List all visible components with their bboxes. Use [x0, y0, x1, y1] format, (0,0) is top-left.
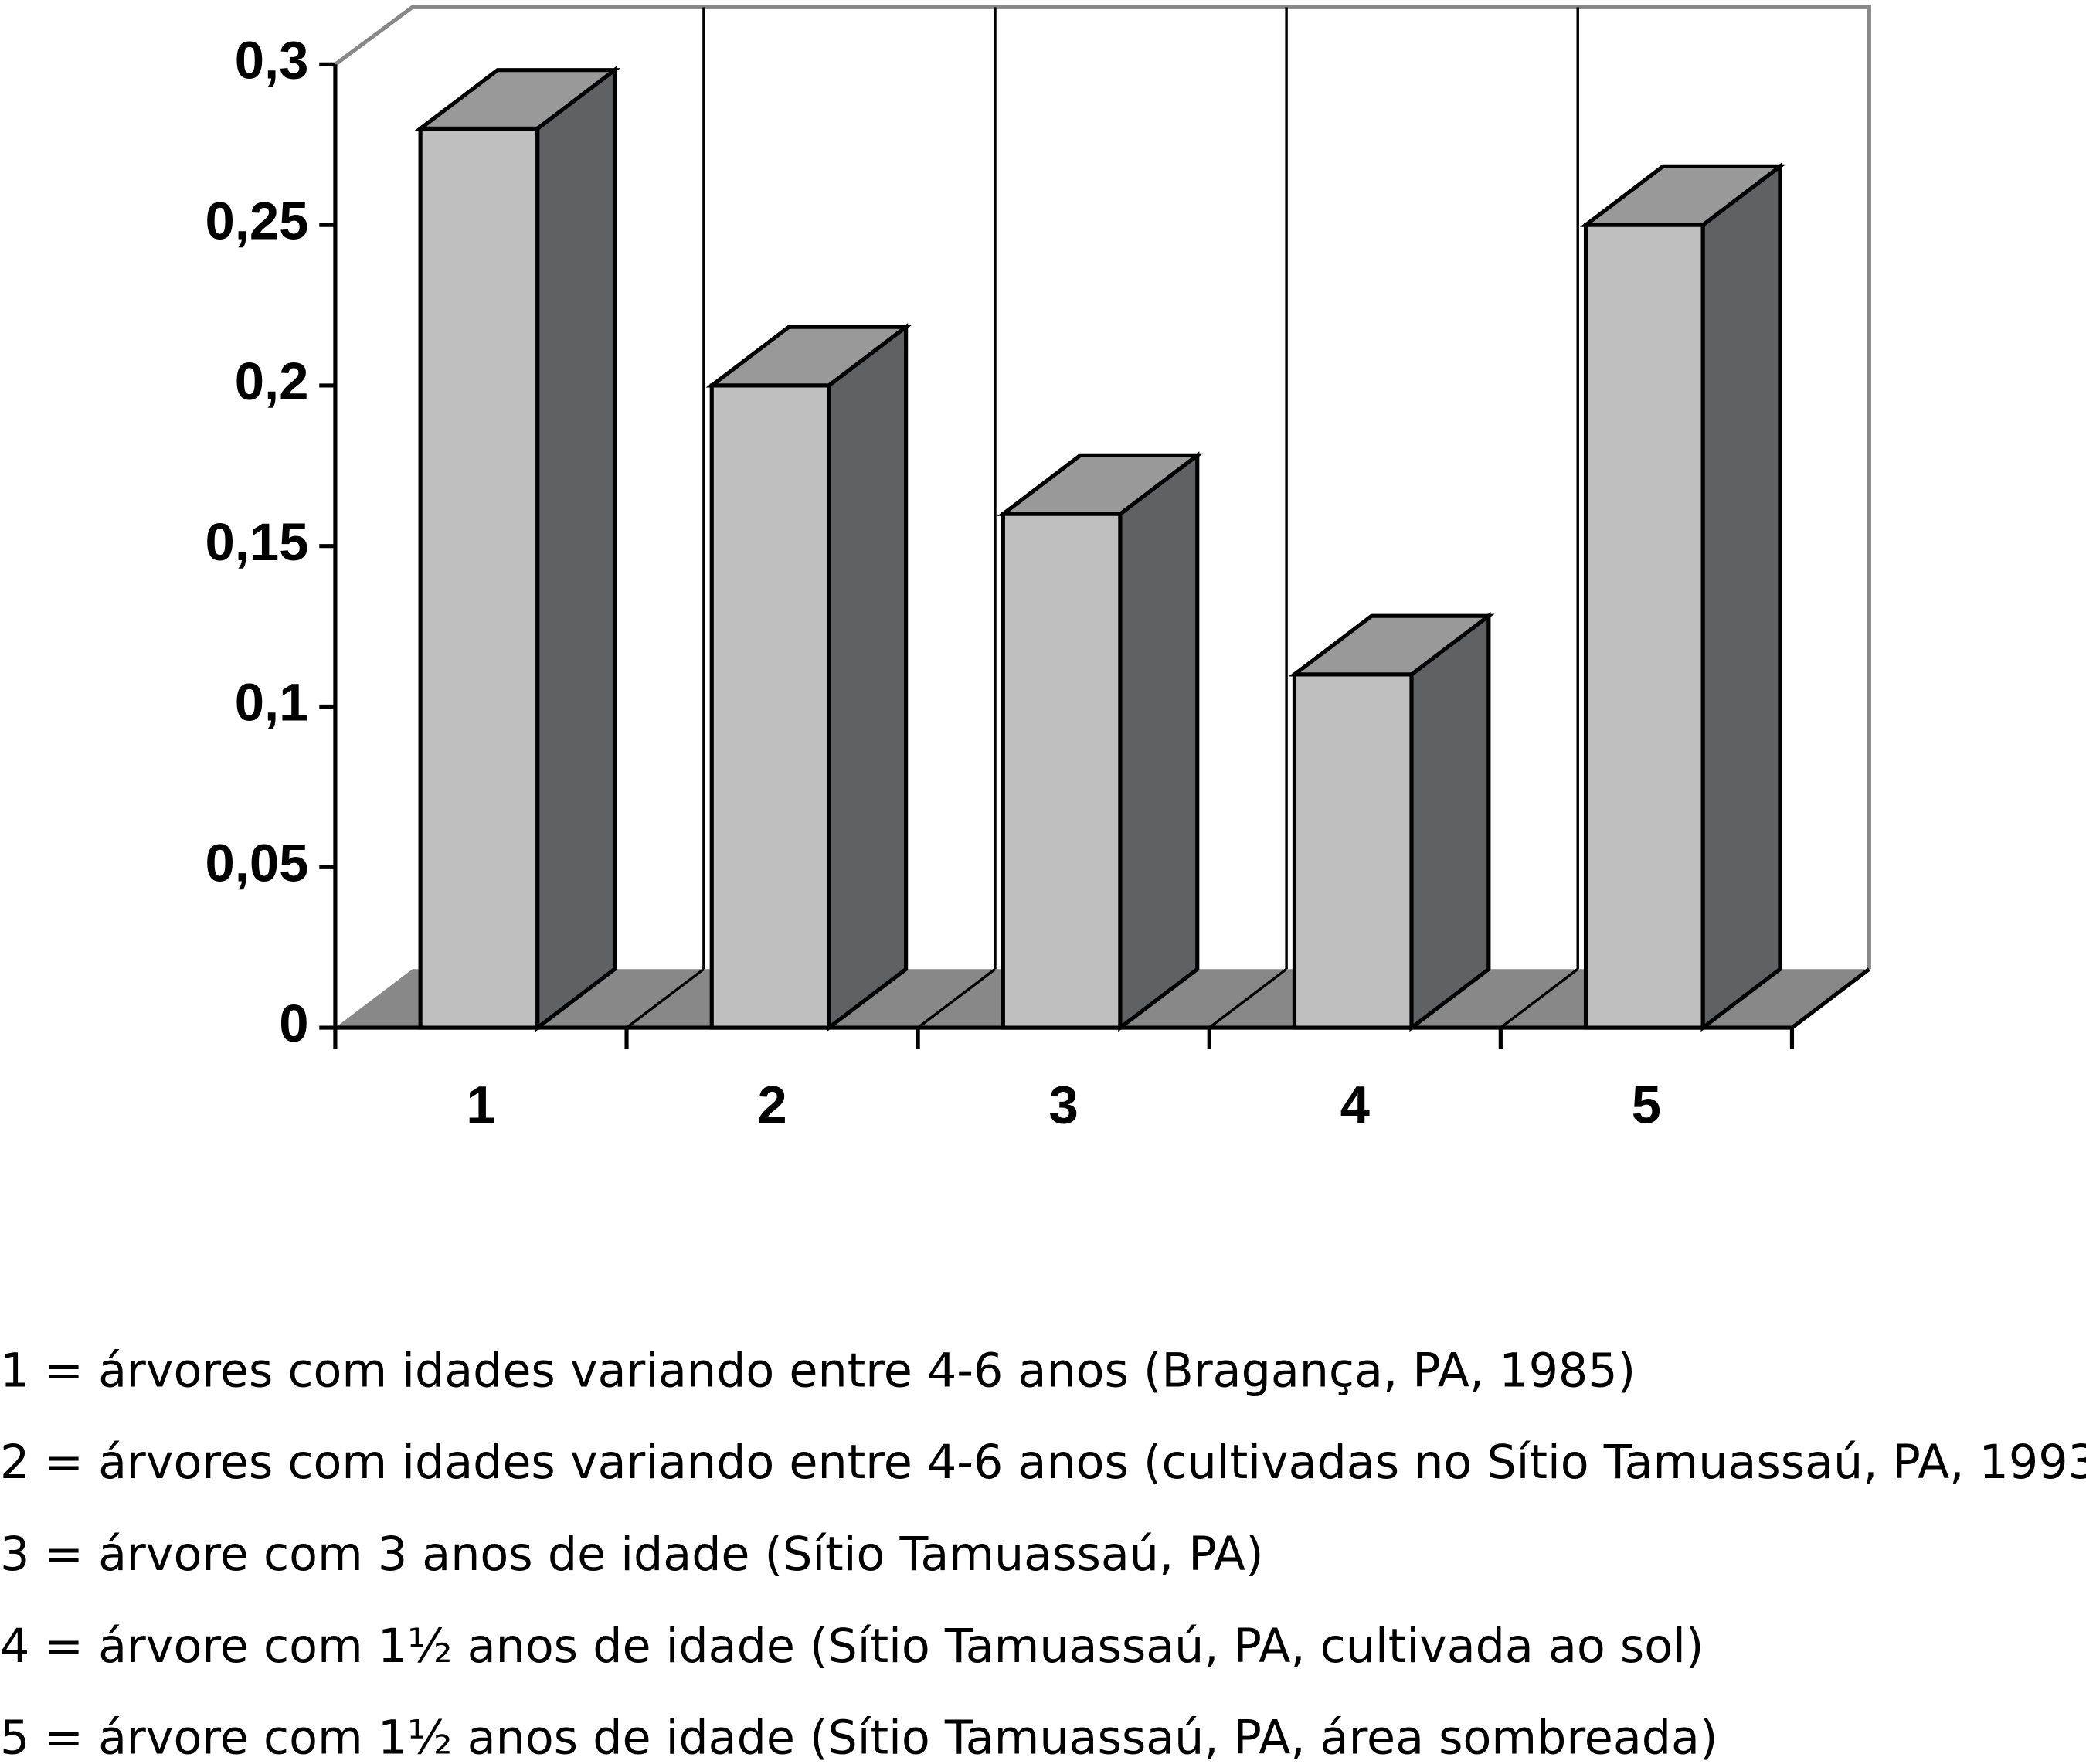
back-wall [334, 5, 1871, 970]
bar-front [709, 383, 831, 1030]
y-tick-label: 0 [279, 994, 308, 1053]
bar [1288, 611, 1495, 1032]
legend-note: 5 = árvore com 1½ anos de idade (Sítio T… [0, 1711, 1717, 1764]
y-tick-label: 0,2 [235, 352, 309, 411]
floor-divider [1500, 967, 1579, 1029]
bar-front [1292, 672, 1414, 1030]
plot-frame [334, 5, 1871, 970]
y-tick-label: 0,25 [205, 191, 308, 250]
bar-front [1583, 223, 1705, 1030]
floor-divider [1208, 967, 1288, 1029]
y-tick-label: 0,3 [235, 31, 309, 90]
legend-note: 1 = árvores com idades variando entre 4-… [0, 1344, 1636, 1398]
floor-divider [625, 967, 705, 1029]
legend-note: 4 = árvore com 1½ anos de idade (Sítio T… [0, 1620, 1704, 1674]
x-tick-label: 3 [1049, 1075, 1079, 1134]
legend-note: 3 = árvore com 3 anos de idade (Sítio Ta… [0, 1528, 1263, 1582]
y-tick-label: 0,15 [205, 512, 308, 572]
x-tick-label: 4 [1340, 1075, 1370, 1134]
bar-side [827, 322, 909, 1032]
bar-front [418, 126, 540, 1030]
bar-side [1409, 611, 1491, 1032]
bar-side [1700, 162, 1782, 1032]
x-tick-label: 1 [466, 1075, 495, 1134]
bar [997, 451, 1204, 1032]
floor-edge [1790, 967, 1870, 1030]
bar [705, 322, 912, 1032]
bar-side [1118, 451, 1200, 1032]
x-tick-label: 5 [1632, 1075, 1661, 1134]
legend-note: 2 = árvores com idades variando entre 4-… [0, 1436, 2086, 1490]
bar-front [1001, 512, 1123, 1030]
bar [1579, 162, 1786, 1032]
bar-side [535, 66, 617, 1032]
y-tick-label: 0,05 [205, 833, 308, 892]
bar [414, 66, 621, 1032]
y-tick-label: 0,1 [235, 673, 309, 732]
floor-divider [917, 967, 997, 1029]
x-tick-label: 2 [757, 1075, 786, 1134]
